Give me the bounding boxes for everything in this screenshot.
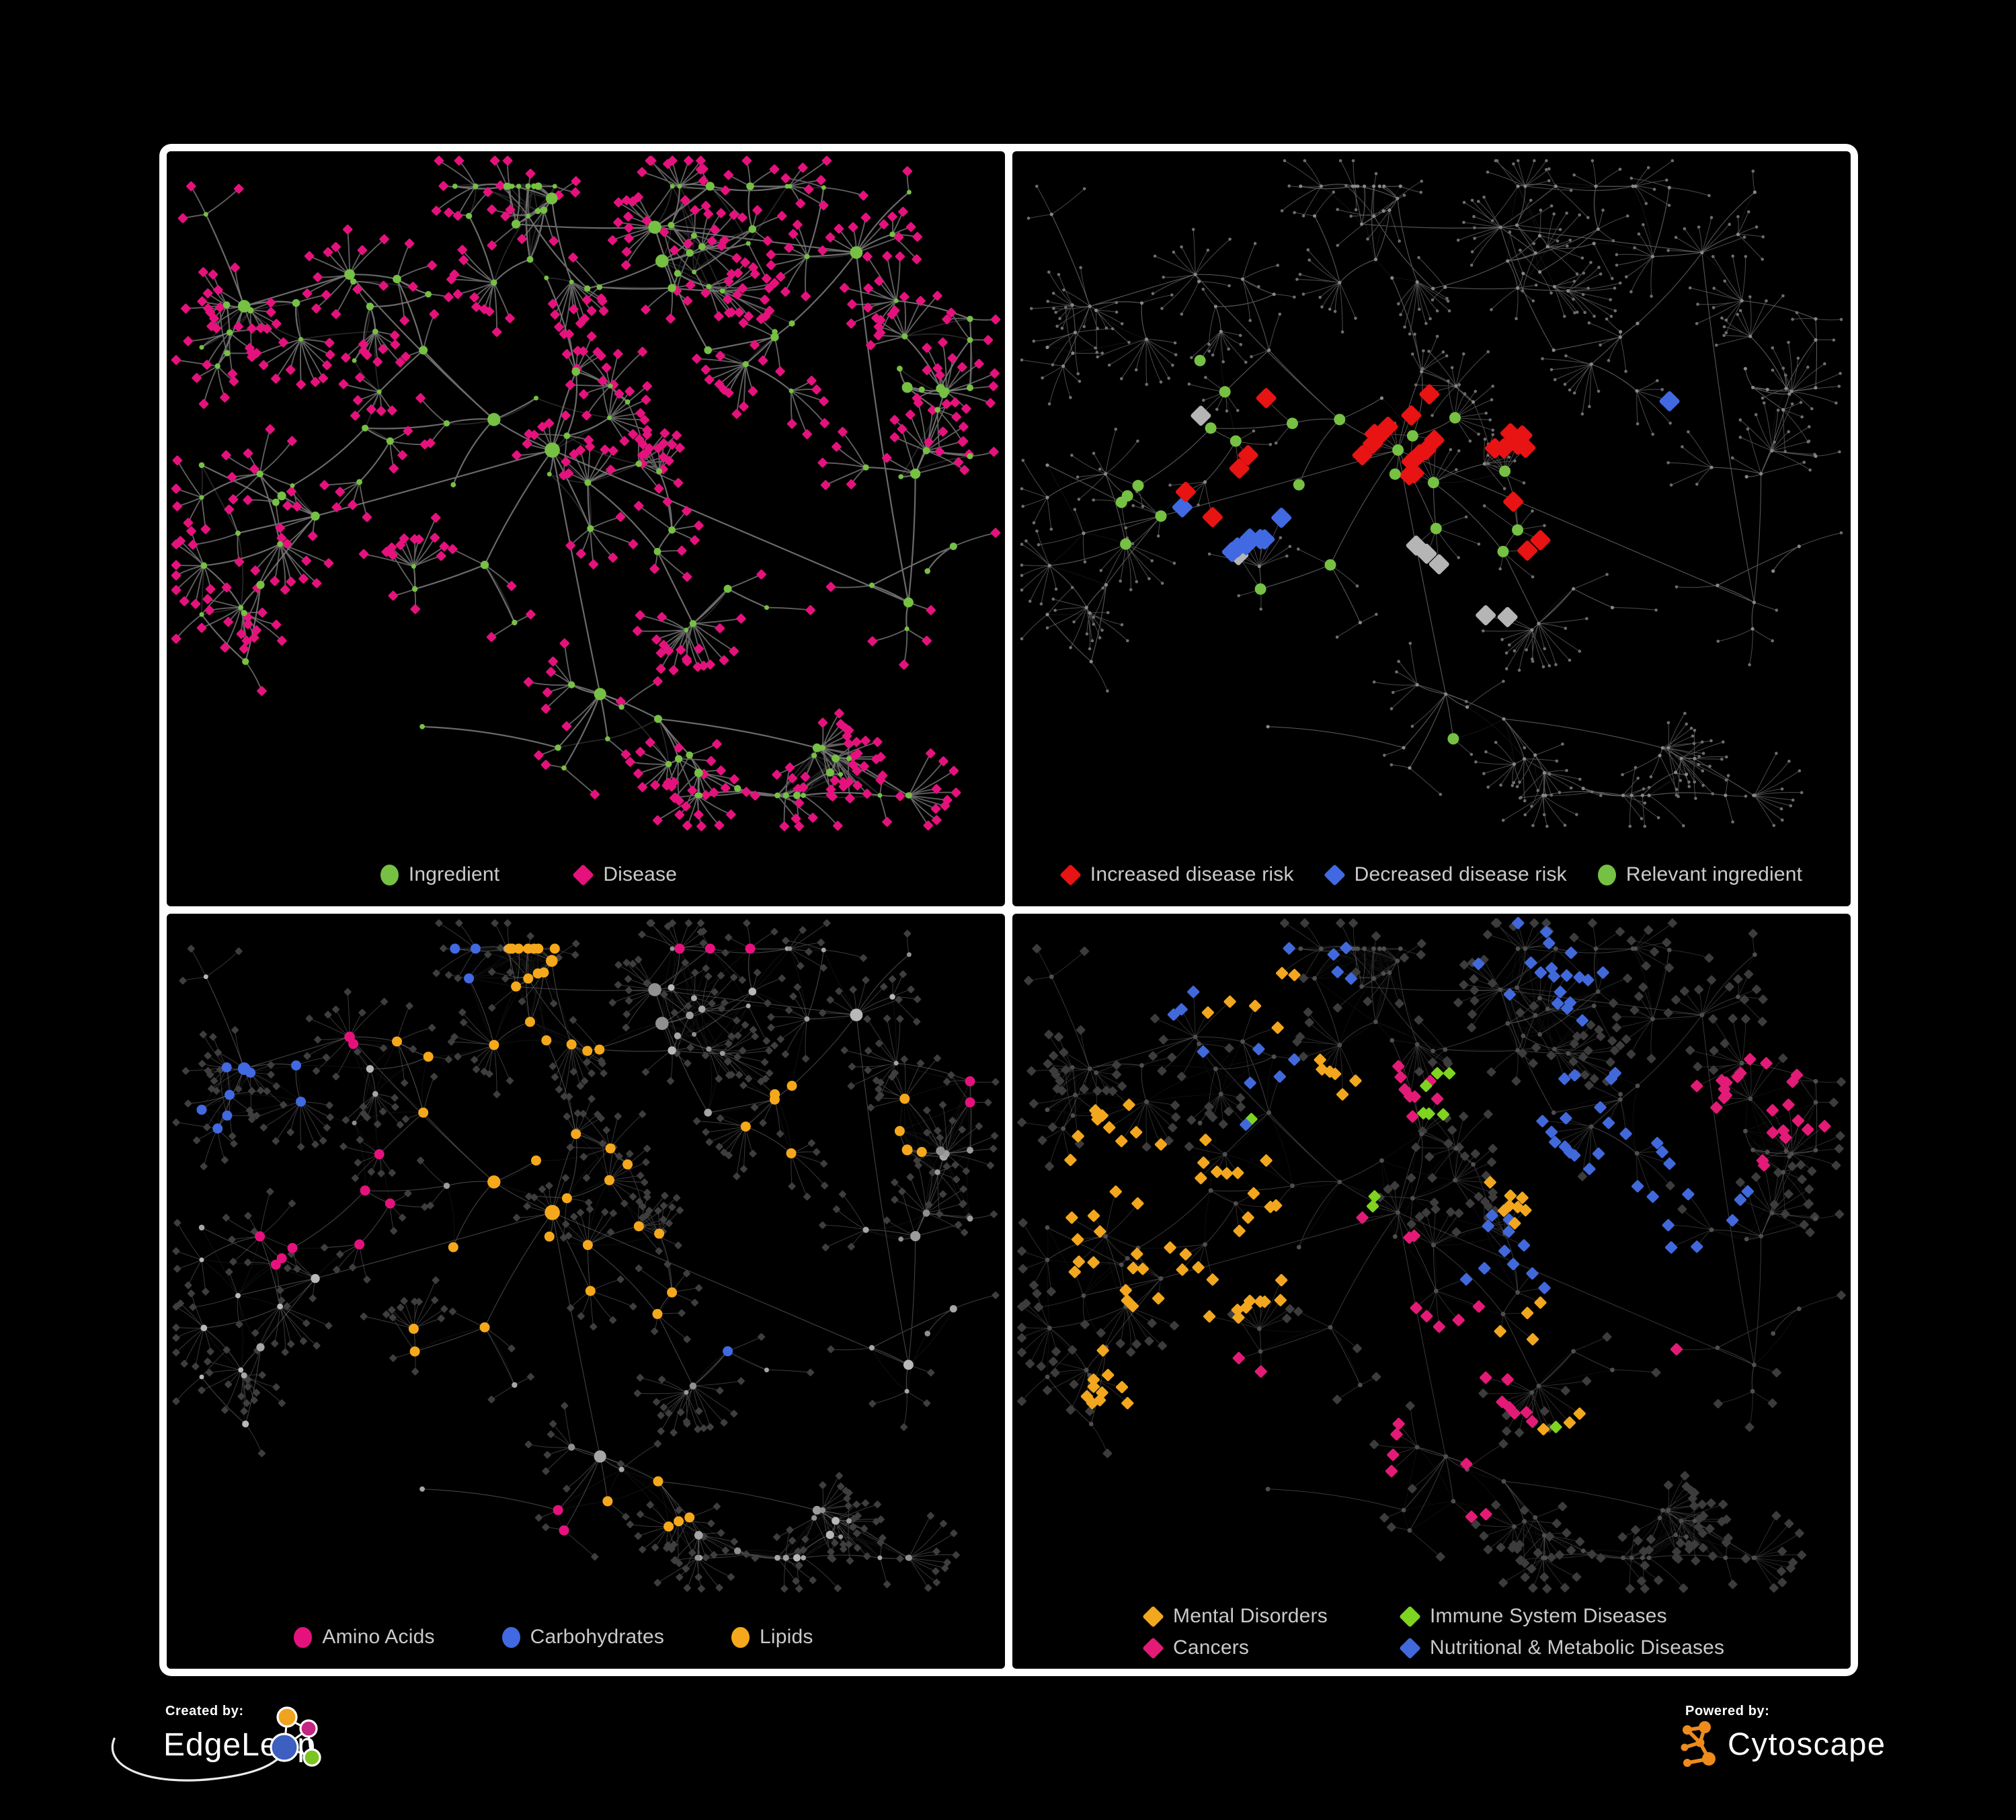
diamond-icon (1399, 1636, 1421, 1659)
diamond-icon (1323, 863, 1346, 886)
legend-label: Immune System Diseases (1430, 1605, 1667, 1627)
circle-icon (1597, 864, 1616, 885)
legend-label: Nutritional & Metabolic Diseases (1430, 1636, 1725, 1659)
created-by-label: Created by: (165, 1704, 244, 1718)
panel-nutrient-classes: Amino Acids Carbohydrates Lipids (167, 914, 1005, 1669)
circle-icon (501, 1626, 520, 1648)
legend-label: Mental Disorders (1173, 1605, 1328, 1627)
legend-item-disease-classes-1: Immune System Diseases (1399, 1605, 1667, 1628)
legend-item-ingredient-disease-0: Ingredient (380, 863, 499, 886)
cytoscape-logo-icon (1681, 1721, 1716, 1767)
network-disease-risk (1020, 159, 1843, 828)
network-disease-classes (1017, 916, 1846, 1593)
legend-item-disease-risk-2: Relevant ingredient (1597, 863, 1803, 886)
legend-label: Lipids (760, 1626, 813, 1648)
legend-item-nutrient-classes-1: Carbohydrates (501, 1626, 665, 1649)
legend-item-nutrient-classes-0: Amino Acids (294, 1626, 434, 1649)
diamond-icon (1399, 1605, 1421, 1628)
legend-item-disease-risk-1: Decreased disease risk (1323, 863, 1567, 886)
panel-ingredient-disease: Ingredient Disease (167, 151, 1005, 906)
legend-item-ingredient-disease-1: Disease (572, 863, 678, 886)
panel-disease-classes: Mental Disorders Immune System Diseases Ca… (1012, 914, 1851, 1669)
legend-item-disease-risk-0: Increased disease risk (1059, 863, 1294, 886)
legend-label: Increased disease risk (1090, 863, 1294, 885)
legend-label: Relevant ingredient (1625, 863, 1803, 885)
powered-by-label: Powered by: (1685, 1704, 1770, 1718)
diamond-icon (572, 863, 595, 886)
diamond-icon (1142, 1605, 1164, 1628)
network-nutrient-classes (172, 919, 1000, 1593)
legend-disease-risk: Increased disease risk Decreased disease … (1012, 863, 1851, 886)
legend-item-nutrient-classes-2: Lipids (731, 1626, 813, 1649)
legend-label: Cancers (1173, 1636, 1250, 1659)
panel-disease-risk: Increased disease risk Decreased disease … (1012, 151, 1851, 906)
legend-label: Amino Acids (322, 1626, 435, 1648)
legend-item-disease-classes-0: Mental Disorders (1142, 1605, 1328, 1628)
legend-label: Disease (603, 863, 678, 885)
legend-ingredient-disease: Ingredient Disease (167, 863, 948, 886)
edgeleap-swoosh-icon (111, 1737, 289, 1782)
legend-item-disease-classes-2: Cancers (1142, 1636, 1250, 1659)
legend-label: Ingredient (408, 863, 500, 885)
legend-nutrient-classes: Amino Acids Carbohydrates Lipids (167, 1626, 973, 1649)
diamond-icon (1059, 863, 1082, 886)
diamond-icon (1142, 1636, 1164, 1659)
legend-disease-classes: Mental Disorders Immune System Diseases Ca… (1142, 1605, 1725, 1659)
circle-icon (294, 1626, 313, 1648)
circle-icon (731, 1626, 750, 1648)
edgeleap-logo-icon (270, 1706, 321, 1767)
legend-item-disease-classes-3: Nutritional & Metabolic Diseases (1399, 1636, 1725, 1659)
legend-label: Carbohydrates (530, 1626, 665, 1648)
circle-icon (380, 864, 399, 885)
network-ingredient-disease (171, 155, 1001, 832)
cytoscape-logo-text: Cytoscape (1728, 1726, 1886, 1762)
legend-label: Decreased disease risk (1354, 863, 1567, 885)
panel-grid: Ingredient Disease Increased disease risk… (159, 144, 1858, 1676)
